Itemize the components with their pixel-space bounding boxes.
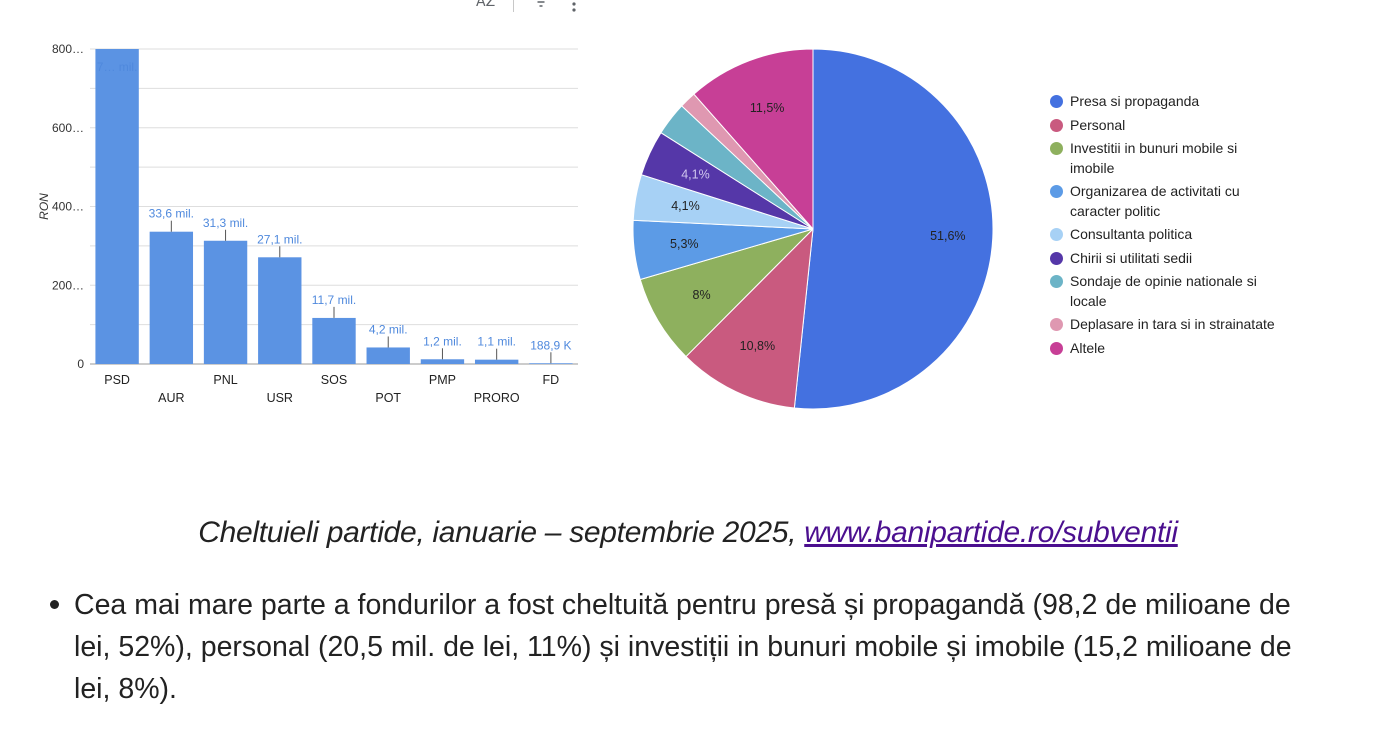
pie-slice-label: 8% <box>693 288 711 302</box>
legend-swatch <box>1050 275 1063 288</box>
caption-text: Cheltuieli partide, ianuarie – septembri… <box>198 516 805 549</box>
legend-label: Consultanta politica <box>1070 226 1193 242</box>
legend-label: Deplasare in tara si in strainatate <box>1070 316 1275 332</box>
legend-label: imobile <box>1070 159 1115 176</box>
pie-slice[interactable] <box>685 227 814 409</box>
toolbar-divider <box>513 0 514 12</box>
caption-link[interactable]: www.banipartide.ro/subventii <box>804 516 1178 549</box>
bar-data-label: 31,3 mil. <box>203 216 248 230</box>
y-tick-label: 800… <box>52 42 84 56</box>
legend-label: Investitii in bunuri mobile si <box>1070 140 1238 156</box>
bar-data-label: 4,2 mil. <box>369 322 408 336</box>
bar-pot[interactable] <box>366 347 410 364</box>
y-tick-label: 400… <box>52 200 84 214</box>
legend-label: caracter politic <box>1070 202 1161 219</box>
bar-data-label: 1,1 mil. <box>477 335 516 349</box>
legend-swatch <box>1050 185 1063 198</box>
pie-slice[interactable] <box>693 48 814 231</box>
y-axis-title: RON <box>37 193 51 220</box>
pie-slice-label: 51,6% <box>930 229 965 243</box>
legend-item[interactable]: Altele <box>1048 339 1308 359</box>
legend-swatch <box>1050 118 1063 132</box>
pie-legend: Presa si propaganda Personal Investitii in… <box>1048 92 1308 362</box>
legend-item[interactable]: Consultanta politica <box>1048 225 1308 245</box>
bar-data-label: 188,9 K <box>530 338 571 352</box>
legend-label: Organizarea de activitati cu <box>1070 183 1240 199</box>
bar-sos[interactable] <box>312 317 356 364</box>
bar-aur[interactable] <box>149 231 194 364</box>
bar-data-label: 27,1 mil. <box>257 232 302 246</box>
pie-slice[interactable] <box>639 228 814 358</box>
legend-item[interactable]: Chirii si utilitati sedii <box>1048 249 1308 269</box>
legend-item[interactable]: Presa si propaganda <box>1048 92 1308 112</box>
legend-label: Chirii si utilitati sedii <box>1070 249 1193 266</box>
bullet-list: Cea mai mare parte a fondurilor a fost c… <box>50 584 1314 710</box>
legend-swatch <box>1050 341 1063 355</box>
y-tick-label: 0 <box>77 357 84 371</box>
bar-data-label: 33,6 mil. <box>149 207 194 221</box>
legend-label: Personal <box>1070 116 1126 133</box>
x-tick-label: POT <box>375 391 401 405</box>
pie-chart: 51,6% 10,8% 8% 5,3% 4,1% 4,1% 11,5% <box>632 48 994 410</box>
bar-psd[interactable] <box>95 49 139 364</box>
bar-data-label: 7… mil. <box>97 60 138 74</box>
bullet-item: Cea mai mare parte a fondurilor a fost c… <box>50 584 1314 710</box>
y-tick-label: 200… <box>52 278 84 292</box>
legend-swatch <box>1050 228 1063 241</box>
legend-item[interactable]: Investitii in bunuri mobile si imobile <box>1048 139 1308 178</box>
bar-fd[interactable] <box>529 363 573 364</box>
legend-label: Altele <box>1070 339 1106 356</box>
legend-item[interactable]: Sondaje de opinie nationale si locale <box>1048 272 1308 311</box>
x-tick-label: PMP <box>429 373 456 387</box>
x-tick-label: USR <box>267 391 293 405</box>
figure-caption: Cheltuieli partide, ianuarie – septembri… <box>0 516 1376 550</box>
legend-item[interactable]: Personal <box>1048 116 1308 136</box>
x-tick-label: FD <box>543 373 560 387</box>
filter-icon[interactable] <box>533 0 549 14</box>
more-vert-icon[interactable] <box>570 0 578 16</box>
bar-proromania[interactable] <box>474 359 519 364</box>
x-tick-label: AUR <box>158 391 184 405</box>
legend-swatch <box>1050 142 1063 155</box>
legend-label: locale <box>1070 292 1107 309</box>
pie-slice-label: 4,1% <box>681 167 710 181</box>
pie-slice[interactable] <box>793 48 994 410</box>
chart-toolbar: AZ <box>470 0 590 16</box>
legend-item[interactable]: Deplasare in tara si in strainatate <box>1048 315 1308 335</box>
bar-pnl[interactable] <box>203 240 248 364</box>
legend-label: Sondaje de opinie nationale si <box>1070 273 1257 289</box>
pie-slice-label: 5,3% <box>670 237 699 251</box>
pie-slice-label: 11,5% <box>750 101 785 115</box>
bar-chart: 0 200… 400… 600… 800… RON 7… mil. PSD 33,6 mil. A… <box>37 42 578 405</box>
legend-swatch <box>1050 251 1063 265</box>
legend-swatch <box>1050 95 1063 108</box>
bar-data-label: 1,2 mil. <box>423 334 462 348</box>
legend-label: Presa si propaganda <box>1070 93 1200 109</box>
pie-slice-label: 10,8% <box>740 339 775 353</box>
x-tick-label: PNL <box>213 373 237 387</box>
sort-az-icon[interactable]: AZ <box>476 0 496 10</box>
legend-swatch <box>1050 318 1063 331</box>
legend-item[interactable]: Organizarea de activitati cu caracter pol… <box>1048 182 1308 221</box>
y-tick-label: 600… <box>52 121 84 135</box>
pie-slice-label: 4,1% <box>671 199 700 213</box>
x-tick-label: PSD <box>104 373 130 387</box>
bar-usr[interactable] <box>258 257 302 364</box>
x-tick-label: PRORO <box>474 391 520 405</box>
bar-data-label: 11,7 mil. <box>312 293 356 307</box>
bar-pmp[interactable] <box>420 359 465 364</box>
x-tick-label: SOS <box>321 373 347 387</box>
